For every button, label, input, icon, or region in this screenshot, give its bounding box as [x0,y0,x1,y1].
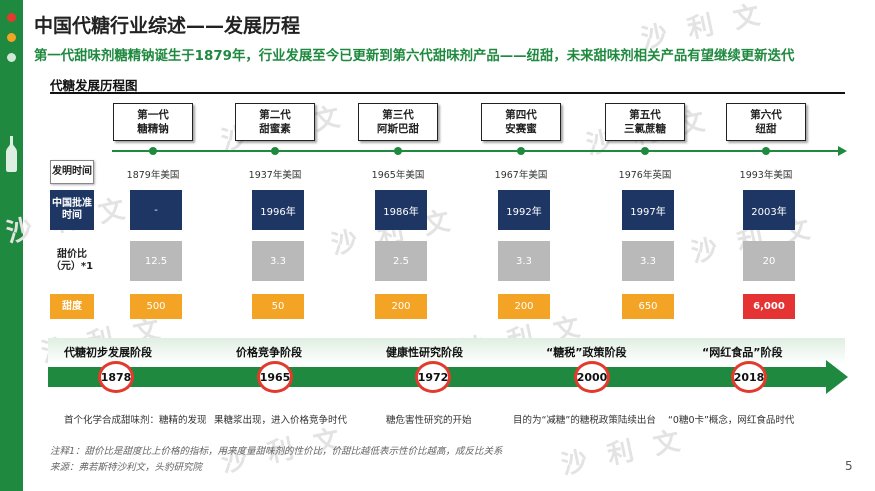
stage-label: “网红食品”阶段 [702,346,783,359]
red-dot-icon [7,13,16,22]
approval-cell: 2003年 [743,190,795,230]
section-divider [50,92,845,94]
sweetness-cell-highlight: 6,000 [743,294,795,319]
year-badge: 2018 [731,361,767,393]
generation-product: 纽甜 [755,123,777,135]
price-ratio-cell: 3.3 [498,241,550,281]
generation-product: 阿斯巴甜 [377,123,419,135]
timeline-dot [517,147,525,155]
year-badge: 2000 [574,361,610,393]
source-note: 来源：弗若斯特沙利文，头豹研究院 [50,462,203,473]
page-subtitle: 第一代甜味剂糖精钠诞生于1879年，行业发展至今已更新到第六代甜味剂产品——纽甜… [34,49,795,64]
price-ratio-cell: 12.5 [130,241,182,281]
generation-name: 第三代 [382,109,414,121]
stage-label: 代糖初步发展阶段 [64,346,152,359]
price-ratio-cell: 3.3 [622,241,674,281]
green-dot-icon [7,53,16,62]
price-ratio-cell: 2.5 [375,241,427,281]
generation-box: 第六代 纽甜 [726,103,806,141]
invention-year: 1879年美国 [126,170,180,181]
invention-year: 1965年美国 [371,170,425,181]
generation-name: 第二代 [259,109,291,121]
stage-description: 目的为“减糖”的糖税政策陆续出台 [513,415,656,426]
stage-description: 首个化学合成甜味剂：糖精的发现 [64,415,207,426]
generation-name: 第一代 [137,109,169,121]
approval-cell: 1997年 [622,190,674,230]
sweetness-cell: 650 [622,294,674,319]
invention-year: 1976年英国 [618,170,672,181]
sweetness-cell: 50 [252,294,304,319]
generation-product: 三氯蔗糖 [624,123,666,135]
stage-label: 健康性研究阶段 [386,346,463,359]
generation-product: 安赛蜜 [505,123,537,135]
generation-product: 糖精钠 [137,123,169,135]
row-label-sweetness: 甜度 [50,294,94,319]
generation-box: 第五代 三氯蔗糖 [605,103,685,141]
approval-cell: 1992年 [498,190,550,230]
approval-cell: 1996年 [252,190,304,230]
invention-year: 1967年美国 [494,170,548,181]
sweetness-cell: 200 [498,294,550,319]
bottle-icon [6,136,17,172]
generation-name: 第四代 [505,109,537,121]
timeline-dot [149,147,157,155]
generation-name: 第六代 [750,109,782,121]
invention-year: 1993年美国 [739,170,793,181]
stage-banner [48,338,845,364]
footnote: 注释1：甜价比是甜度比上价格的指标，用来度量甜味剂的性价比，价甜比越低表示性价比… [50,446,503,457]
generation-box: 第三代 阿斯巴甜 [358,103,438,141]
approval-cell: 1986年 [375,190,427,230]
price-ratio-cell: 3.3 [252,241,304,281]
timeline-dot [271,147,279,155]
generation-name: 第五代 [629,109,661,121]
page-title: 中国代糖行业综述——发展历程 [34,15,301,37]
sweetness-cell: 200 [375,294,427,319]
side-brand-bar [0,0,23,491]
watermark: 沙 利 文 [558,425,689,481]
generation-product: 甜蜜素 [259,123,291,135]
stage-description: 果糖浆出现，进入价格竞争时代 [214,415,348,426]
generation-box: 第一代 糖精钠 [113,103,193,141]
section-label: 代糖发展历程图 [50,78,138,93]
timeline-dot [641,147,649,155]
generation-timeline [112,150,842,152]
row-label-approval: 中国批准时间 [50,190,94,230]
page-number: 5 [845,459,853,473]
year-badge: 1972 [415,361,451,393]
generation-box: 第四代 安赛蜜 [481,103,561,141]
row-label-invention: 发明时间 [50,160,94,184]
timeline-arrow-icon [838,146,847,156]
price-ratio-cell: 20 [743,241,795,281]
timeline-dot [762,147,770,155]
year-badge: 1965 [257,361,293,393]
stage-label: 价格竞争阶段 [236,346,302,359]
sweetness-cell: 500 [130,294,182,319]
stage-label: “糖税”政策阶段 [546,346,627,359]
stage-description: 糖危害性研究的开始 [386,415,472,426]
generation-box: 第二代 甜蜜素 [235,103,315,141]
approval-cell: - [130,190,182,230]
invention-year: 1937年美国 [248,170,302,181]
stage-timeline-arrow-icon [826,360,848,394]
orange-dot-icon [7,33,16,42]
row-label-price-ratio: 甜价比（元）*1 [50,241,94,281]
year-badge: 1878 [98,361,134,393]
timeline-dot [394,147,402,155]
stage-description: “0糖0卡”概念，网红食品时代 [668,415,795,426]
